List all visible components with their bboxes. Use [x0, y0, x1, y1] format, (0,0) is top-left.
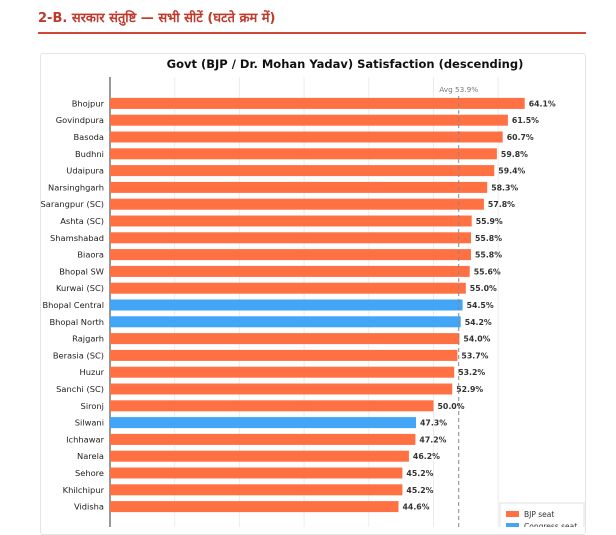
- bar: [110, 232, 471, 244]
- bar: [110, 181, 488, 193]
- category-label: Huzur: [79, 367, 104, 377]
- bar: [110, 349, 458, 361]
- bar: [110, 450, 409, 462]
- category-label: Vidisha: [74, 502, 104, 512]
- section-rule: [38, 32, 586, 34]
- bar: [110, 467, 403, 479]
- legend-swatch: [506, 511, 519, 517]
- average-marker: Avg 53.9%: [439, 85, 478, 527]
- bar: [110, 215, 472, 227]
- bar: [110, 366, 455, 378]
- legend-label: Congress seat: [524, 522, 577, 527]
- bar: [110, 383, 453, 395]
- value-label: 47.2%: [419, 435, 446, 444]
- category-label: Sironj: [81, 401, 104, 411]
- category-label: Govindpura: [56, 115, 104, 125]
- category-label: Bhopal Central: [42, 300, 104, 310]
- bar: [110, 501, 399, 513]
- category-label: Bhojpur: [72, 98, 105, 108]
- bar: [110, 114, 508, 126]
- bar: [110, 417, 416, 429]
- legend-label: BJP seat: [524, 510, 554, 519]
- category-label: Basoda: [73, 132, 104, 142]
- bar: [110, 165, 495, 177]
- category-label: Bhopal North: [49, 317, 104, 327]
- bar: [110, 265, 470, 277]
- category-label: Rajgarh: [72, 334, 104, 344]
- value-label: 50.0%: [438, 402, 465, 411]
- value-label: 53.2%: [458, 368, 485, 377]
- bar: [110, 249, 471, 261]
- category-label: Ashta (SC): [60, 216, 104, 226]
- category-label: Narela: [77, 451, 104, 461]
- value-label: 52.9%: [456, 385, 483, 394]
- value-label: 64.1%: [529, 99, 556, 108]
- bar: [110, 148, 497, 160]
- value-label: 54.5%: [467, 301, 494, 310]
- bar: [110, 299, 463, 311]
- category-label: Budhni: [75, 149, 104, 159]
- bar: [110, 333, 460, 345]
- value-label: 45.2%: [406, 469, 433, 478]
- category-label: Udaipura: [66, 166, 104, 176]
- bar: [110, 484, 403, 496]
- value-label: 57.8%: [488, 200, 515, 209]
- value-label: 54.2%: [465, 318, 492, 327]
- value-label: 53.7%: [461, 351, 488, 360]
- value-label: 59.8%: [501, 150, 528, 159]
- section-title: 2-B. सरकार संतुष्टि — सभी सीटें (घटते क्…: [38, 11, 276, 26]
- category-labels: Bhojpur Govindpura Basoda Budhni Udaipura Nar…: [41, 98, 105, 511]
- value-label: 54.0%: [463, 335, 490, 344]
- average-label: Avg 53.9%: [439, 85, 478, 94]
- category-label: Kurwai (SC): [56, 283, 104, 293]
- category-label: Sarangpur (SC): [41, 199, 104, 209]
- value-label: 58.3%: [491, 183, 518, 192]
- bar: [110, 316, 461, 328]
- value-label: 55.8%: [475, 234, 502, 243]
- value-label: 55.9%: [476, 217, 503, 226]
- category-label: Khilchipur: [63, 485, 105, 495]
- category-label: Silwani: [75, 418, 104, 428]
- bar: [110, 97, 525, 109]
- value-label: 59.4%: [498, 167, 525, 176]
- value-label: 61.5%: [512, 116, 539, 125]
- value-label: 55.6%: [474, 267, 501, 276]
- bar: [110, 198, 484, 210]
- category-label: Sanchi (SC): [56, 384, 104, 394]
- value-labels: 64.1% 61.5% 60.7% 59.8% 59.4% 58.3% 57.8% 55.9%…: [403, 99, 556, 511]
- category-label: Narsinghgarh: [48, 182, 104, 192]
- category-label: Bhopal SW: [59, 266, 104, 276]
- value-label: 60.7%: [507, 133, 534, 142]
- bar: [110, 433, 416, 445]
- value-label: 46.2%: [413, 452, 440, 461]
- value-label: 55.8%: [475, 251, 502, 260]
- bar: [110, 400, 434, 412]
- value-label: 55.0%: [470, 284, 497, 293]
- value-label: 47.3%: [420, 419, 447, 428]
- bar: [110, 282, 466, 294]
- chart-title: Govt (BJP / Dr. Mohan Yadav) Satisfactio…: [167, 57, 524, 71]
- category-label: Berasia (SC): [53, 350, 104, 360]
- bar: [110, 131, 503, 143]
- category-label: Sehore: [75, 468, 104, 478]
- value-label: 44.6%: [403, 503, 430, 512]
- category-label: Ichhawar: [66, 434, 104, 444]
- legend: BJP seat Congress seat: [499, 502, 585, 527]
- category-label: Shamshabad: [50, 233, 104, 243]
- bars: [110, 97, 525, 513]
- category-label: Biaora: [77, 250, 104, 260]
- legend-swatch: [506, 523, 519, 527]
- value-label: 45.2%: [406, 486, 433, 495]
